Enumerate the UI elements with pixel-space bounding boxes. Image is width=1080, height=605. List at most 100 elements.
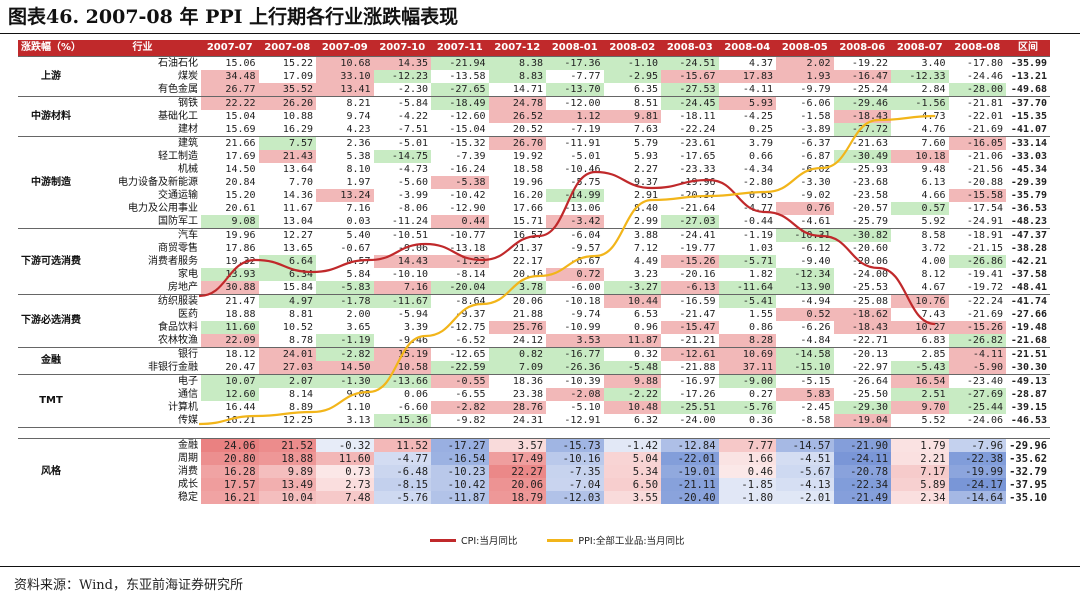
value-cell: -1.30 — [316, 374, 374, 388]
value-cell: 2.84 — [921, 83, 946, 95]
value-cell: -7.77 — [570, 70, 601, 82]
industry-label: 房地产 — [168, 281, 199, 293]
source-note: 资料来源：Wind，东亚前海证券研究所 — [14, 578, 243, 593]
value-cell: 14.35 — [373, 56, 432, 70]
header-cell: 2007-11 — [431, 40, 489, 57]
value-cell: -22.24 — [679, 123, 716, 135]
value-cell: -18.91 — [948, 228, 1007, 242]
interval-cell: -36.53 — [1010, 202, 1048, 214]
value-cell: 8.14 — [288, 388, 314, 400]
legend-item-ppi: PPI:全部工业品:当月同比 — [547, 533, 685, 547]
value-cell: -21.81 — [948, 96, 1007, 110]
value-cell: -8.64 — [431, 294, 489, 308]
value-cell: 0.76 — [776, 202, 834, 215]
value-cell: -2.22 — [603, 388, 662, 401]
value-cell: -1.78 — [316, 294, 374, 308]
value-cell: 14.50 — [316, 361, 374, 375]
value-cell: -11.24 — [391, 215, 429, 227]
value-cell: 20.84 — [225, 176, 256, 188]
value-cell: -4.11 — [742, 83, 774, 95]
value-cell: 5.83 — [776, 388, 834, 401]
value-cell: -19.99 — [948, 465, 1007, 478]
value-cell: -23.58 — [851, 189, 889, 201]
value-cell: -5.38 — [431, 176, 489, 189]
value-cell: -5.76 — [373, 491, 432, 504]
value-cell: 5.84 — [346, 268, 371, 280]
value-cell: -6.06 — [776, 96, 834, 110]
value-cell: -22.01 — [661, 452, 719, 465]
value-cell: 6.13 — [921, 176, 946, 188]
value-cell: 25.76 — [488, 321, 547, 334]
value-cell: -27.53 — [661, 83, 719, 97]
value-cell: 0.96 — [633, 321, 659, 333]
industry-label: 电力及公用事业 — [128, 202, 199, 214]
value-cell: 10.27 — [891, 321, 949, 334]
value-cell: 26.77 — [201, 83, 259, 97]
interval-cell: -37.58 — [1010, 268, 1048, 280]
value-cell: -5.75 — [570, 176, 601, 188]
table-row: 消费 16.28 9.89 0.73 -6.48 -10.23 22.27 -7.35 5.34… — [18, 465, 1050, 478]
value-cell: 5.92 — [921, 215, 946, 227]
industry-label: 消费 — [178, 465, 199, 477]
value-cell: -3.42 — [546, 215, 604, 229]
interval-cell: -35.99 — [1006, 56, 1051, 70]
value-cell: 3.57 — [488, 438, 547, 452]
industry-label: 有色金属 — [158, 83, 199, 95]
value-cell: 21.43 — [258, 150, 317, 163]
value-cell: -26.64 — [833, 374, 892, 388]
value-cell: 7.09 — [488, 361, 547, 375]
value-cell: -22.59 — [431, 361, 489, 375]
table-row: 有色金属 26.77 35.52 13.41 -2.30 -27.65 14.71 -13.7… — [18, 83, 1050, 97]
top-rule — [0, 33, 1080, 34]
value-cell: 10.58 — [373, 361, 432, 375]
header-row: 涨跌幅（%） 行业 2007-07 2007-08 2007-09 2007-10 2007… — [18, 40, 1051, 57]
value-cell: 9.81 — [603, 110, 662, 123]
value-cell: -16.47 — [833, 70, 892, 83]
industry-label: 煤炭 — [178, 70, 199, 82]
value-cell: -25.51 — [661, 401, 719, 414]
value-cell: 8.83 — [488, 70, 547, 83]
value-cell: -11.64 — [718, 281, 777, 295]
value-cell: 11.67 — [282, 202, 314, 214]
value-cell: -10.18 — [546, 294, 604, 308]
value-cell: 6.50 — [603, 478, 662, 491]
value-cell: 15.19 — [373, 347, 432, 361]
value-cell: -26.36 — [546, 361, 604, 375]
value-cell: -24.46 — [966, 70, 1004, 82]
value-cell: -25.44 — [948, 401, 1007, 414]
value-cell: 24.78 — [488, 96, 547, 110]
value-cell: -11.87 — [431, 491, 489, 504]
value-cell: 0.06 — [403, 388, 429, 400]
value-cell: 9.89 — [258, 465, 317, 478]
value-cell: -17.36 — [546, 56, 604, 70]
value-cell: -1.85 — [718, 478, 777, 491]
interval-cell: -39.15 — [1010, 401, 1048, 413]
value-cell: 2.73 — [316, 478, 374, 491]
interval-cell: -21.68 — [1010, 334, 1048, 346]
value-cell: -1.19 — [316, 334, 374, 348]
value-cell: 21.47 — [201, 294, 259, 308]
table-row: TMT 电子 10.07 2.07 -1.30 -13.66 -0.55 18.36 -10.3… — [18, 374, 1051, 428]
value-cell: -26.86 — [948, 255, 1007, 268]
value-cell: -7.04 — [546, 478, 604, 491]
value-cell: -30.49 — [833, 150, 892, 163]
value-cell: -0.32 — [316, 438, 374, 452]
value-cell: -19.41 — [966, 268, 1004, 280]
value-cell: -2.82 — [316, 347, 374, 361]
value-cell: 3.13 — [346, 414, 371, 426]
value-cell: -5.01 — [570, 150, 601, 162]
value-cell: 21.37 — [512, 242, 544, 254]
table-row: 电力设备及新能源 20.84 7.70 1.97 -5.60 -5.38 19.96 -5.7… — [18, 176, 1050, 189]
interval-cell: -32.79 — [1009, 465, 1048, 478]
value-cell: -6.00 — [570, 281, 601, 293]
value-cell: -23.61 — [661, 136, 719, 150]
value-cell: -13.18 — [449, 242, 486, 254]
industry-label: 电子 — [84, 374, 202, 388]
value-cell: 4.66 — [921, 189, 946, 201]
value-cell: 22.17 — [512, 255, 544, 267]
value-cell: 12.27 — [258, 228, 317, 242]
table-row: 家电 13.93 6.34 5.84 -10.10 -8.14 20.16 0.72 3.23 -… — [18, 268, 1050, 281]
value-cell: 13.04 — [282, 215, 314, 227]
interval-cell: -29.96 — [1006, 438, 1051, 452]
value-cell: -4.77 — [373, 452, 432, 465]
